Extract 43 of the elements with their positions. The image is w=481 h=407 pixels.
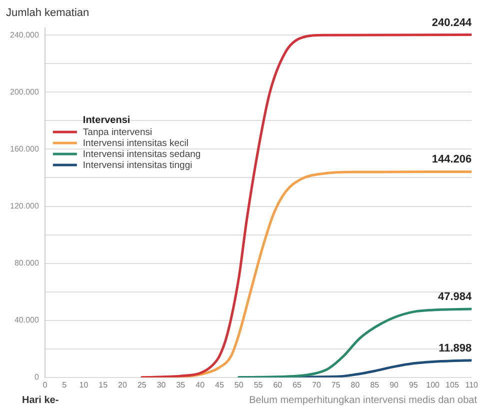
data-label: 11.898 xyxy=(438,342,472,354)
y-tick-label: 200.000 xyxy=(10,87,40,96)
x-tick-label: 20 xyxy=(118,380,128,390)
x-tick-label: 80 xyxy=(350,380,360,390)
y-axis-title: Jumlah kematian xyxy=(6,7,90,19)
y-tick-label: 240.000 xyxy=(10,30,40,40)
x-tick-label: 10 xyxy=(79,380,89,390)
x-tick-label: 35 xyxy=(176,380,186,390)
y-tick-label: 120.000 xyxy=(10,201,40,210)
legend-label: Intervensi intensitas sedang xyxy=(82,149,201,160)
legend-label: Intervensi intensitas tinggi xyxy=(82,160,192,171)
data-label: 47.984 xyxy=(438,290,472,303)
x-tick-label: 60 xyxy=(273,380,283,390)
x-tick-label: 25 xyxy=(137,380,147,390)
x-tick-label: 75 xyxy=(331,380,341,390)
y-tick-label: 160.000 xyxy=(10,144,40,154)
y-tick-label: 0 xyxy=(34,372,40,382)
x-tick-label: 30 xyxy=(156,380,166,390)
x-tick-label: 90 xyxy=(390,380,400,390)
data-label: 240.244 xyxy=(432,16,472,29)
text: Belum memperhitungkan intervensi medis dan obat xyxy=(249,395,478,406)
x-tick-label: 105 xyxy=(446,380,460,390)
y-tick-label: 40.000 xyxy=(14,316,40,325)
x-tick-label: 70 xyxy=(312,380,322,390)
line-series xyxy=(238,308,472,378)
x-tick-label: 45 xyxy=(215,380,224,390)
x-tick-label: 5 xyxy=(62,380,68,390)
x-tick-label: 95 xyxy=(408,380,418,390)
x-tick-label: 110 xyxy=(465,380,479,390)
legend-label: Tanpa intervensi xyxy=(82,127,152,138)
x-tick-label: 15 xyxy=(98,380,108,390)
x-axis-title: Hari ke- xyxy=(22,395,59,406)
x-tick-label: 85 xyxy=(370,380,380,390)
x-tick-label: 40 xyxy=(196,380,206,390)
y-tick-label: 80.000 xyxy=(14,258,40,268)
x-tick-label: 50 xyxy=(234,380,244,390)
x-tick-label: 55 xyxy=(254,380,264,390)
legend-label: Intervensi intensitas kecil xyxy=(82,138,189,149)
x-tick-label: 100 xyxy=(426,380,440,390)
data-label: 144.206 xyxy=(432,154,472,166)
x-tick-label: 65 xyxy=(292,380,302,390)
x-tick-label: 0 xyxy=(42,380,48,390)
legend-title: Intervensi xyxy=(82,115,130,126)
